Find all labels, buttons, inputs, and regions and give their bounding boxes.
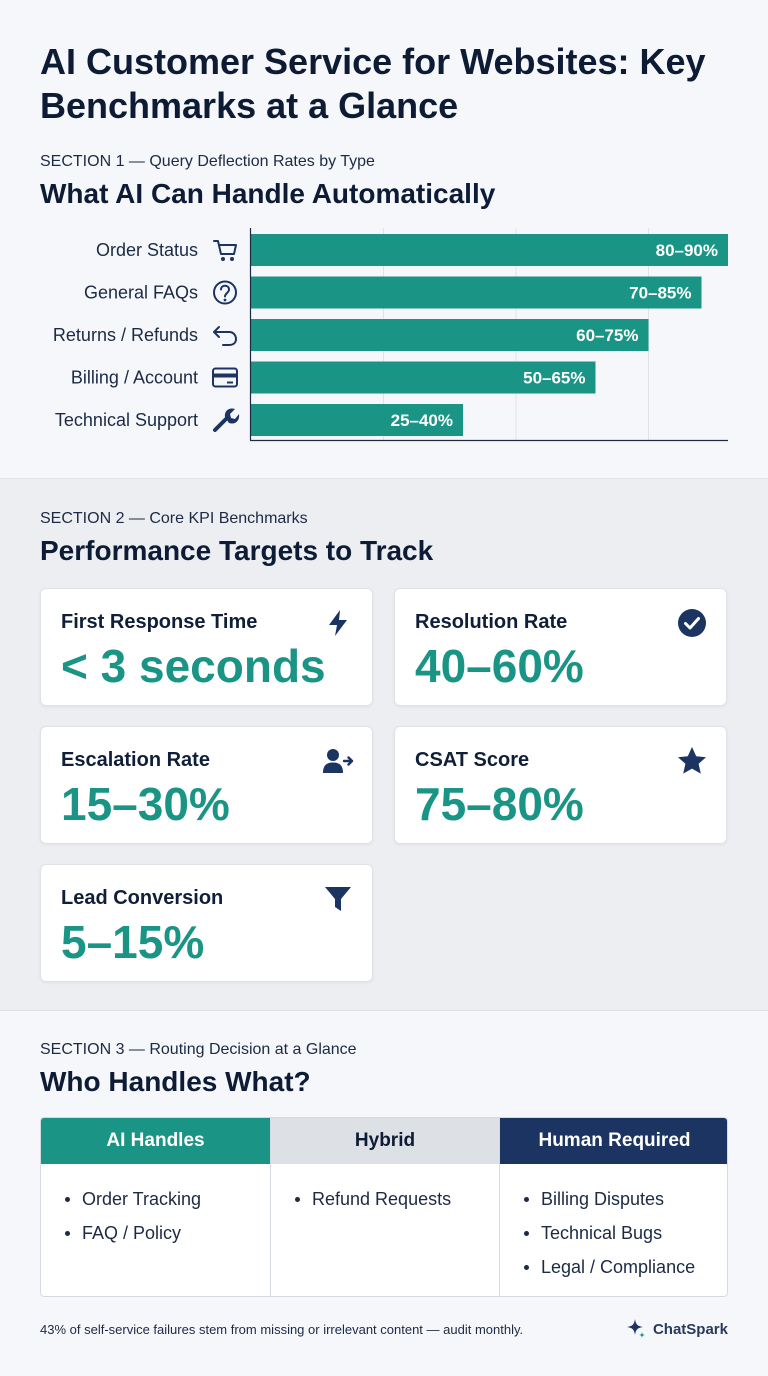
list-item: Refund Requests bbox=[295, 1182, 499, 1216]
lightning-icon bbox=[329, 610, 347, 636]
section3-label: SECTION 3 — Routing Decision at a Glance bbox=[40, 1041, 357, 1058]
brand-logo: ChatSpark bbox=[625, 1318, 728, 1340]
kpi-value: 5–15% bbox=[61, 916, 205, 968]
routing-column-human: Human Required Billing Disputes Technica… bbox=[499, 1118, 727, 1296]
routing-column-ai: AI Handles Order Tracking FAQ / Policy bbox=[41, 1118, 270, 1296]
section1-label: SECTION 1 — Query Deflection Rates by Ty… bbox=[40, 153, 375, 170]
question-circle-icon bbox=[213, 280, 237, 305]
bar-value-label: 50–65% bbox=[523, 369, 585, 388]
bar-4 bbox=[251, 404, 463, 436]
column-header-human: Human Required bbox=[500, 1118, 727, 1164]
category-label: General FAQs bbox=[84, 283, 198, 303]
bar-value-label: 25–40% bbox=[391, 411, 453, 430]
brand-name: ChatSpark bbox=[652, 1320, 728, 1338]
chart-category-icons bbox=[212, 240, 240, 432]
kpi-card-csat: CSAT Score 75–80% bbox=[394, 726, 727, 844]
bar-2 bbox=[251, 319, 649, 351]
user-arrow-icon bbox=[323, 749, 354, 773]
section2-heading: Performance Targets to Track bbox=[40, 535, 434, 566]
section1-heading: What AI Can Handle Automatically bbox=[40, 178, 496, 209]
kpi-card-first-response: First Response Time < 3 seconds bbox=[40, 588, 373, 706]
kpi-card-lead-conversion: Lead Conversion 5–15% bbox=[40, 864, 373, 982]
kpi-title: Resolution Rate bbox=[415, 611, 568, 633]
sparkle-icon bbox=[626, 1319, 645, 1338]
column-header-ai: AI Handles bbox=[41, 1118, 270, 1164]
routing-column-hybrid: Hybrid Refund Requests bbox=[270, 1118, 499, 1296]
footnote: 43% of self-service failures stem from m… bbox=[40, 1322, 524, 1337]
category-label: Billing / Account bbox=[71, 368, 198, 388]
section2-label: SECTION 2 — Core KPI Benchmarks bbox=[40, 510, 308, 527]
kpi-card-escalation: Escalation Rate 15–30% bbox=[40, 726, 373, 844]
ai-items: Order Tracking FAQ / Policy bbox=[41, 1164, 270, 1250]
chart-category-labels: Order Status General FAQs Returns / Refund… bbox=[53, 240, 198, 430]
page-title: AI Customer Service for Websites: Key Be… bbox=[40, 41, 706, 126]
kpi-value: 15–30% bbox=[61, 778, 230, 830]
list-item: Billing Disputes bbox=[524, 1182, 727, 1216]
list-item: Technical Bugs bbox=[524, 1216, 727, 1250]
category-label: Technical Support bbox=[55, 410, 198, 430]
kpi-title: CSAT Score bbox=[415, 749, 530, 771]
return-arrow-icon bbox=[213, 326, 237, 346]
kpi-value: 75–80% bbox=[415, 778, 584, 830]
deflection-chart: 80–90% 70–85% 60–75% 50–65% 25–40% Order Sta… bbox=[53, 228, 728, 442]
column-header-hybrid: Hybrid bbox=[271, 1118, 499, 1164]
kpi-value: < 3 seconds bbox=[61, 640, 326, 692]
list-item: Order Tracking bbox=[65, 1182, 270, 1216]
bar-value-label: 80–90% bbox=[656, 241, 718, 260]
bar-value-label: 60–75% bbox=[576, 326, 638, 345]
kpi-title: First Response Time bbox=[61, 611, 258, 633]
section3-heading: Who Handles What? bbox=[40, 1066, 311, 1097]
kpi-card-resolution: Resolution Rate 40–60% bbox=[394, 588, 727, 706]
routing-table: AI Handles Order Tracking FAQ / Policy H… bbox=[40, 1117, 728, 1297]
bar-value-label: 70–85% bbox=[629, 284, 691, 303]
check-circle-icon bbox=[678, 609, 706, 637]
chart-bars: 80–90% 70–85% 60–75% 50–65% 25–40% bbox=[251, 234, 728, 436]
hybrid-items: Refund Requests bbox=[271, 1164, 499, 1216]
bar-0 bbox=[251, 234, 728, 266]
bar-1 bbox=[251, 276, 702, 309]
section-kpi: SECTION 2 — Core KPI Benchmarks Performa… bbox=[0, 478, 768, 1010]
credit-card-icon bbox=[212, 367, 238, 388]
category-label: Order Status bbox=[96, 240, 198, 260]
kpi-title: Escalation Rate bbox=[61, 749, 210, 771]
bar-3 bbox=[251, 361, 596, 394]
star-icon bbox=[678, 747, 706, 774]
kpi-title: Lead Conversion bbox=[61, 887, 224, 909]
cart-icon bbox=[213, 240, 237, 261]
category-label: Returns / Refunds bbox=[53, 325, 198, 345]
human-items: Billing Disputes Technical Bugs Legal / … bbox=[500, 1164, 727, 1284]
funnel-icon bbox=[325, 887, 351, 911]
list-item: Legal / Compliance bbox=[524, 1250, 727, 1284]
section-deflection: AI Customer Service for Websites: Key Be… bbox=[0, 0, 768, 478]
list-item: FAQ / Policy bbox=[65, 1216, 270, 1250]
wrench-icon bbox=[213, 408, 240, 432]
kpi-value: 40–60% bbox=[415, 640, 584, 692]
